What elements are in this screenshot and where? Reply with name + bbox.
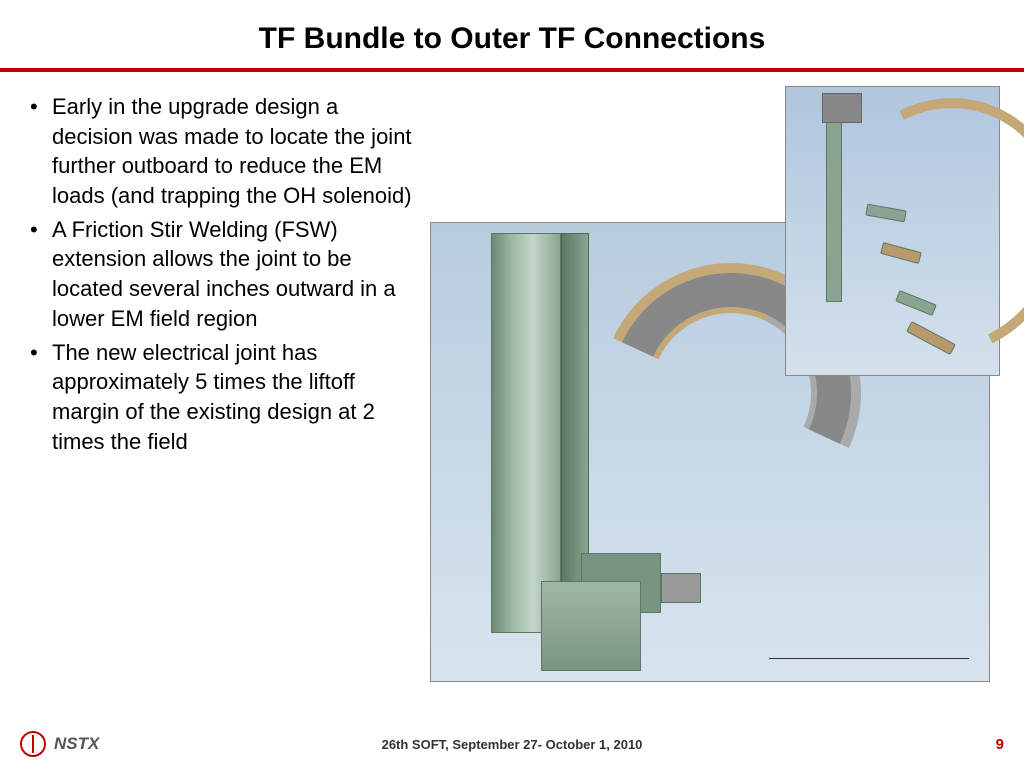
bullet-item: A Friction Stir Welding (FSW) extension … — [30, 215, 420, 334]
bullet-list: Early in the upgrade design a decision w… — [30, 92, 430, 768]
org-label: NSTX — [54, 734, 99, 754]
scale-bar — [769, 643, 969, 673]
slide-title: TF Bundle to Outer TF Connections — [20, 22, 1004, 56]
figure-area — [430, 92, 1004, 768]
bullet-item: The new electrical joint has approximate… — [30, 338, 420, 457]
figure-inset-cad — [785, 86, 1000, 376]
nstx-logo-icon — [20, 731, 46, 757]
slide-footer: NSTX 26th SOFT, September 27- October 1,… — [0, 720, 1024, 768]
page-number: 9 — [996, 736, 1004, 753]
conference-label: 26th SOFT, September 27- October 1, 2010 — [382, 737, 643, 752]
bullet-item: Early in the upgrade design a decision w… — [30, 92, 420, 211]
